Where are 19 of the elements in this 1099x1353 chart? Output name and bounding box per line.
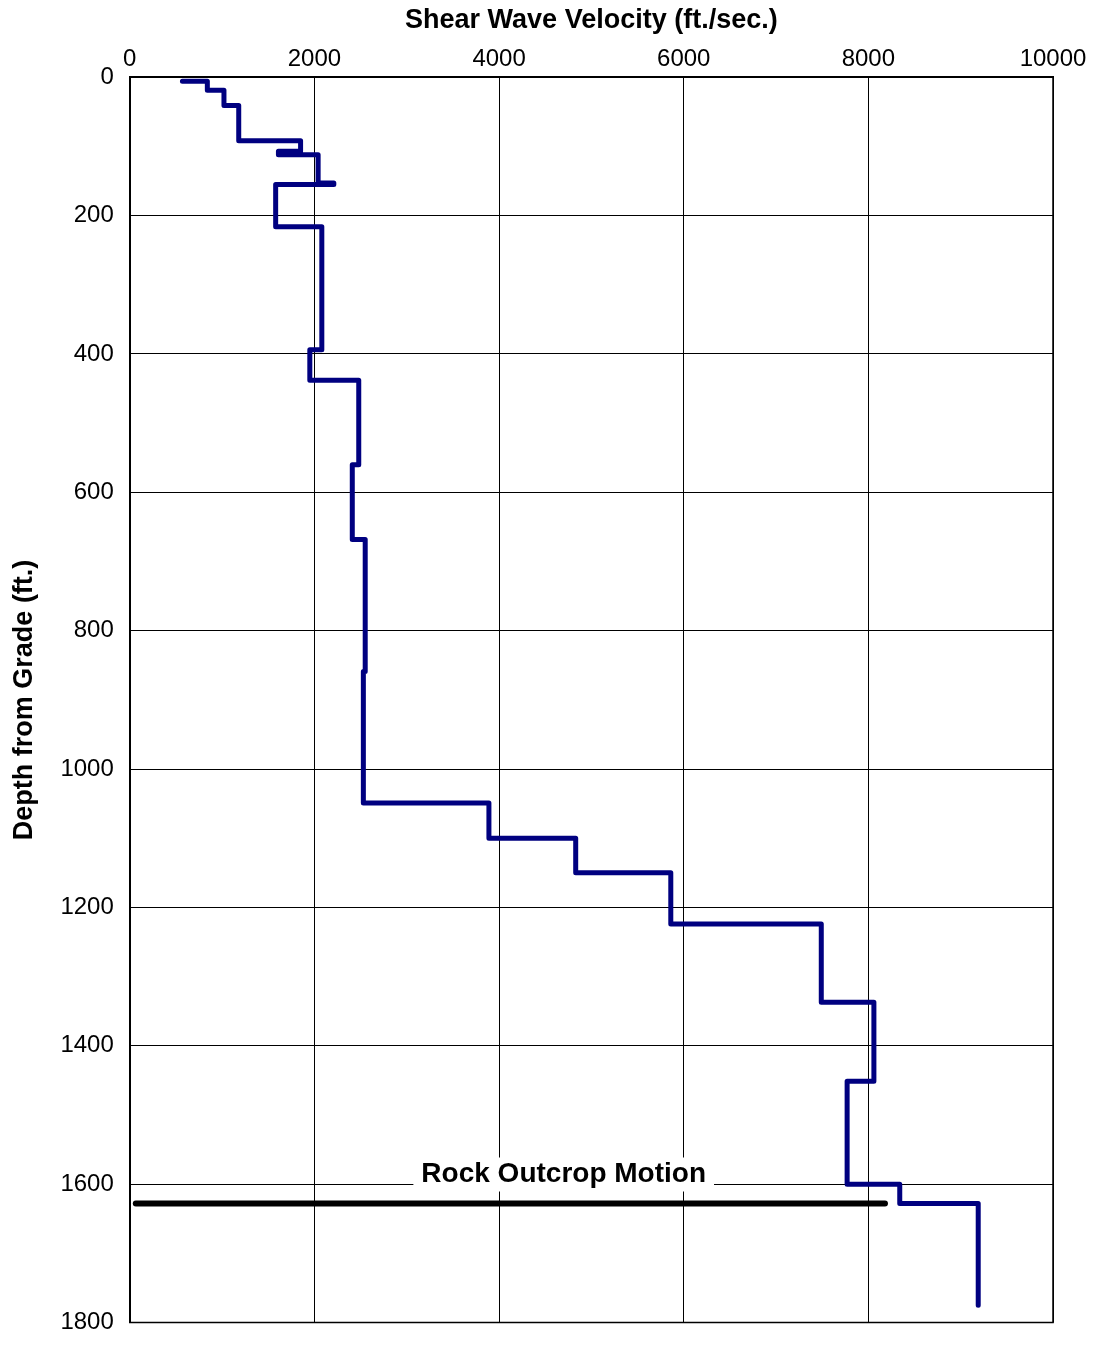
- y-tick-label: 200: [73, 200, 114, 228]
- y-tick-label: 1600: [60, 1168, 114, 1196]
- y-tick-label: 600: [73, 476, 114, 504]
- annotation: Rock Outcrop Motion: [421, 1157, 707, 1189]
- x-tick-label: 8000: [841, 44, 896, 72]
- y-tick-label: 0: [100, 61, 114, 89]
- y-tick-label: 1200: [60, 892, 114, 920]
- x-tick-label: 2000: [287, 44, 342, 72]
- y-axis-title: Depth from Grade (ft.): [7, 559, 38, 841]
- x-tick-label: 10000: [1019, 44, 1087, 72]
- y-tick-label: 400: [73, 338, 114, 366]
- y-tick-label: 1800: [60, 1307, 114, 1335]
- x-tick-label: 0: [123, 44, 137, 72]
- x-tick-label: 4000: [472, 44, 526, 72]
- x-tick-label: 6000: [657, 44, 711, 72]
- x-axis-title: Shear Wave Velocity (ft./sec.): [405, 3, 778, 34]
- y-tick-label: 1400: [60, 1030, 114, 1058]
- y-tick-label: 1000: [60, 753, 114, 781]
- y-tick-label: 800: [73, 615, 114, 643]
